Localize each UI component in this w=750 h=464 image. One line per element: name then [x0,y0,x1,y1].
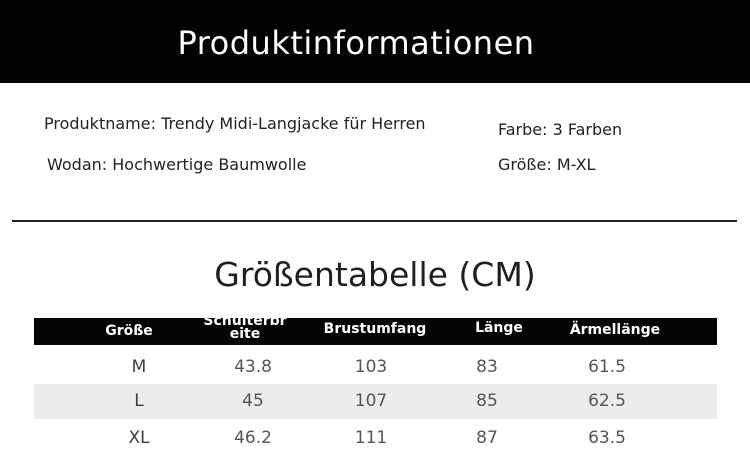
cell-length: 85 [476,391,498,411]
header-shoulder-line-2: eite [229,326,261,342]
product-name: Produktname: Trendy Midi-Langjacke für H… [44,114,426,133]
title-banner: Produktinformationen [0,0,750,83]
cell-sleeve: 63.5 [588,428,626,448]
cell-shoulder: 43.8 [234,357,272,377]
cell-chest: 111 [354,428,388,448]
product-color: Farbe: 3 Farben [498,120,623,139]
product-size-range: Größe: M-XL [498,155,596,174]
table-row: XL 46.2 111 87 63.5 [34,421,717,456]
cell-chest: 107 [354,391,388,411]
page-title: Produktinformationen [177,23,535,62]
cell-sleeve: 61.5 [588,357,626,377]
divider [12,220,737,222]
cell-size: M [131,357,147,377]
size-table-header: Größe Schulterbr eite Brustumfang Länge … [34,313,717,345]
header-size: Größe [105,323,153,339]
cell-sleeve: 62.5 [588,391,626,411]
table-row: M 43.8 103 83 61.5 [34,350,717,385]
header-sleeve-length: Ärmellänge [569,322,661,338]
product-material: Wodan: Hochwertige Baumwolle [47,155,307,174]
header-length: Länge [475,320,523,336]
cell-chest: 103 [354,357,388,377]
cell-length: 87 [476,428,498,448]
size-table-title: Größentabelle (CM) [214,255,536,294]
table-row: L 45 107 85 62.5 [34,384,717,419]
cell-size: L [134,391,144,411]
cell-length: 83 [476,357,498,377]
header-shoulder-width: Schulterbr eite [200,313,290,342]
header-chest: Brustumfang [323,321,427,337]
cell-size: XL [128,428,150,448]
header-shoulder-line-1: Schulterbr [203,313,287,329]
cell-shoulder: 45 [242,391,264,411]
cell-shoulder: 46.2 [234,428,272,448]
